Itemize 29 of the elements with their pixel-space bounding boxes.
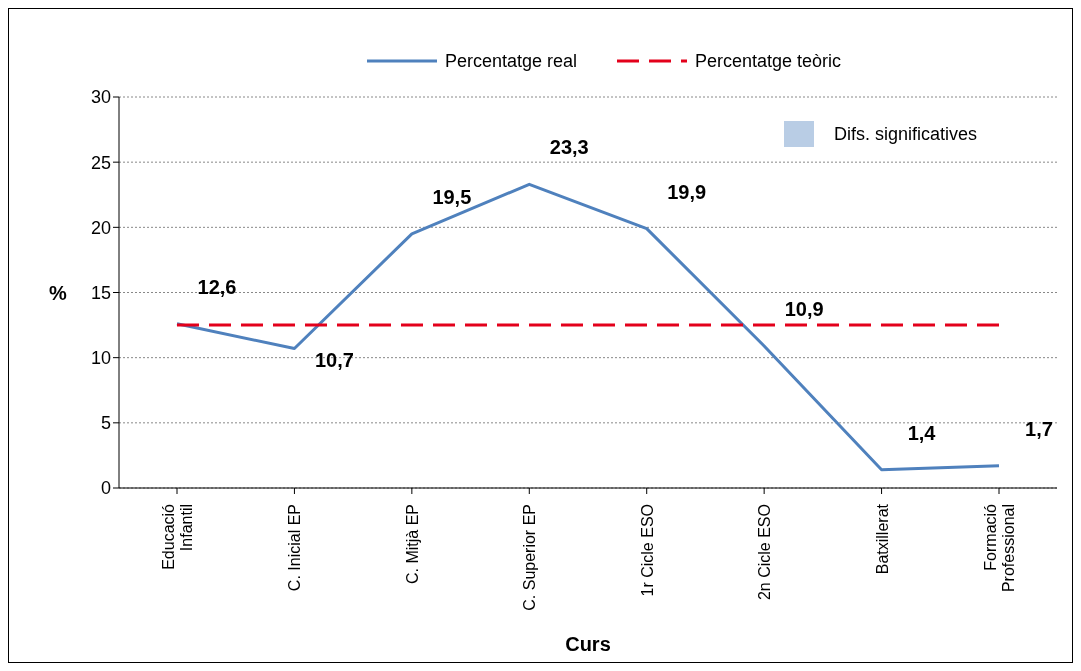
x-tick-label: C. Superior EP: [521, 504, 539, 611]
y-tick-label: 15: [90, 282, 111, 303]
legend-label: Percentatge teòric: [695, 50, 842, 72]
line-series: [175, 182, 1001, 472]
x-tick-label: Formació Professional: [982, 503, 1017, 593]
data-label: 10,9: [784, 297, 824, 320]
data-label: 12,6: [197, 275, 237, 298]
y-axis-title: %: [49, 281, 67, 304]
x-tick-label: C. Mitjà EP: [403, 504, 421, 585]
data-label: 19,9: [667, 180, 707, 203]
data-label: 1,7: [1025, 417, 1053, 440]
x-axis-title: Curs: [565, 633, 611, 655]
x-tick-label: 2n Cicle ESO: [756, 504, 774, 601]
x-tick-label: Educació Infantil: [160, 503, 195, 570]
y-tick-label: 25: [90, 152, 111, 173]
x-tick-label: 1r Cicle ESO: [638, 504, 656, 597]
y-tick-label: 20: [90, 217, 111, 238]
y-tick-label: 0: [100, 478, 111, 499]
x-tick-label: C. Inicial EP: [286, 504, 304, 592]
annotation: Difs. significatives: [834, 123, 978, 145]
data-label: 23,3: [549, 136, 589, 159]
y-tick-label: 10: [90, 348, 111, 369]
y-tick-label: 30: [90, 87, 111, 108]
x-tick-label: Batxillerat: [873, 503, 891, 575]
legend-label: Percentatge real: [444, 50, 577, 72]
data-label: 10,7: [314, 348, 354, 371]
data-label: 1,4: [907, 421, 937, 444]
y-tick-label: 5: [100, 413, 111, 434]
data-label: 19,5: [432, 185, 472, 208]
